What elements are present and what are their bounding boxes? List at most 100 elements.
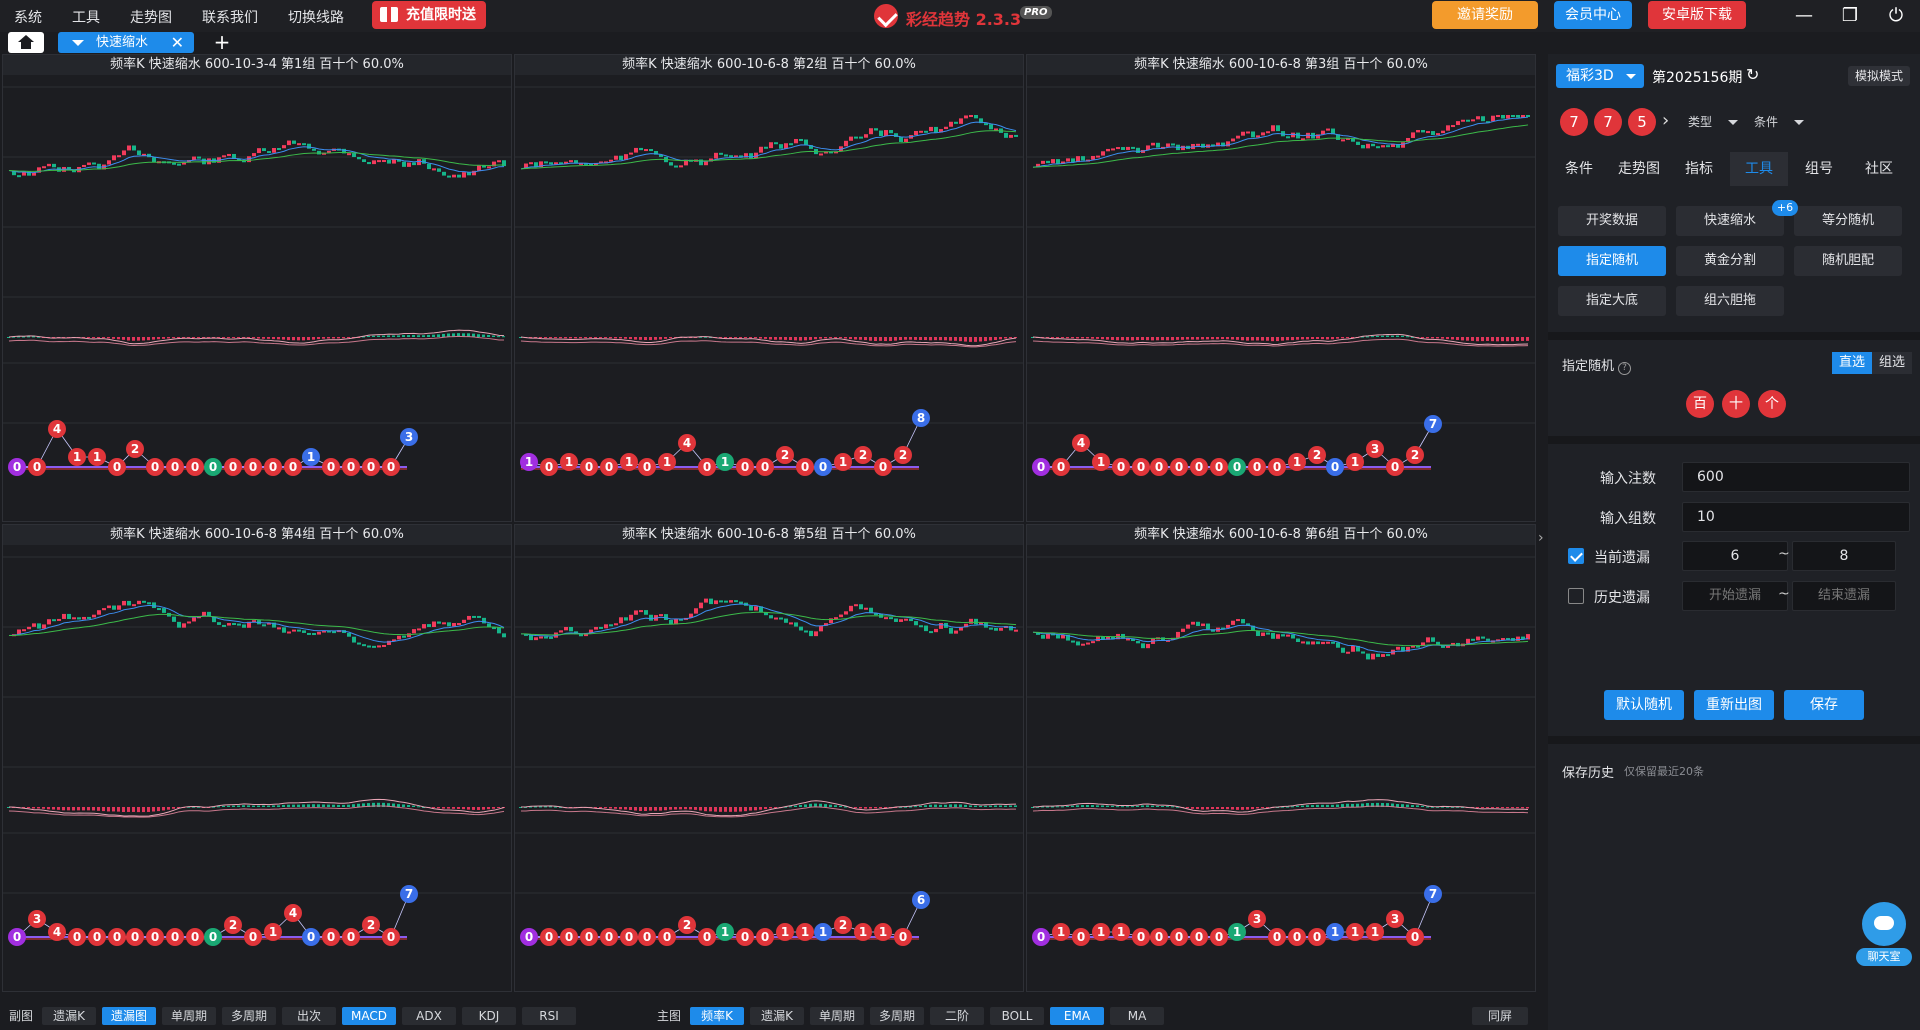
candle bbox=[799, 626, 803, 631]
default-random-button[interactable]: 默认随机 bbox=[1604, 690, 1684, 720]
chart-panel[interactable]: 频率K 快速缩水 600-10-6-8 第4组 百十个 60.0% 0 3 4 0 0 0 0… bbox=[2, 524, 512, 992]
candle bbox=[107, 605, 111, 609]
macd-bar bbox=[1106, 337, 1109, 340]
tab-2[interactable]: 指标 bbox=[1685, 161, 1713, 177]
chart-panel[interactable]: 频率K 快速缩水 600-10-6-8 第3组 百十个 60.0% 0 0 4 1 0 0 0… bbox=[1026, 54, 1536, 522]
macd-bar bbox=[162, 807, 165, 811]
main-chart-option[interactable]: 多周期 bbox=[870, 1007, 924, 1025]
history-missing-to-input[interactable]: 结束遗漏 bbox=[1792, 581, 1896, 611]
tool-button[interactable]: 指定大底 bbox=[1558, 286, 1666, 316]
member-center-button[interactable]: 会员中心 bbox=[1554, 1, 1632, 29]
lottery-select[interactable]: 福彩3D bbox=[1556, 64, 1644, 88]
recharge-promo-button[interactable]: 充值限时送 bbox=[372, 1, 486, 29]
group-select-toggle[interactable]: 组选 bbox=[1872, 352, 1912, 374]
candle bbox=[1496, 115, 1500, 117]
bets-input[interactable]: 600 bbox=[1682, 462, 1910, 492]
current-missing-from-input[interactable]: 6 bbox=[1682, 541, 1788, 571]
main-chart-option[interactable]: 二阶 bbox=[930, 1007, 984, 1025]
current-missing-to-input[interactable]: 8 bbox=[1792, 541, 1896, 571]
sub-chart-option[interactable]: KDJ bbox=[462, 1007, 516, 1025]
save-button[interactable]: 保存 bbox=[1784, 690, 1864, 720]
tool-button[interactable]: 随机胆配 bbox=[1794, 246, 1902, 276]
sub-chart-option[interactable]: MACD bbox=[342, 1007, 396, 1025]
position-tens-button[interactable]: 十 bbox=[1722, 390, 1750, 418]
candle bbox=[744, 153, 748, 158]
history-missing-checkbox[interactable] bbox=[1568, 588, 1584, 604]
position-hundreds-button[interactable]: 百 bbox=[1686, 390, 1714, 418]
current-missing-checkbox[interactable] bbox=[1568, 548, 1584, 564]
main-chart-option[interactable]: BOLL bbox=[990, 1007, 1044, 1025]
chart-panel[interactable]: 频率K 快速缩水 600-10-6-8 第6组 百十个 60.0% 0 1 0 1 1 0 0… bbox=[1026, 524, 1536, 992]
tool-button[interactable]: 开奖数据 bbox=[1558, 206, 1666, 236]
sub-chart-option[interactable]: 遗漏图 bbox=[102, 1007, 156, 1025]
tab-4[interactable]: 组号 bbox=[1805, 161, 1833, 177]
collapse-panel-icon[interactable]: › bbox=[1538, 530, 1544, 546]
type-dropdown[interactable]: 类型 bbox=[1688, 112, 1738, 132]
main-chart-option[interactable]: MA bbox=[1110, 1007, 1164, 1025]
restore-icon[interactable]: ❐ bbox=[1841, 5, 1859, 26]
add-tab-icon[interactable]: + bbox=[213, 30, 231, 54]
tab-3[interactable]: 工具 bbox=[1730, 152, 1788, 186]
miss-ball-label: 1 bbox=[525, 455, 533, 469]
history-missing-from-input[interactable]: 开始遗漏 bbox=[1682, 581, 1788, 611]
macd-bar bbox=[1131, 806, 1134, 808]
tool-button[interactable]: 指定随机 bbox=[1558, 246, 1666, 276]
tab-0[interactable]: 条件 bbox=[1565, 161, 1593, 177]
direct-select-toggle[interactable]: 直选 bbox=[1832, 352, 1872, 374]
main-chart-option[interactable]: 遗漏K bbox=[750, 1007, 804, 1025]
candle bbox=[57, 618, 61, 621]
tool-button[interactable]: 组六胆拖 bbox=[1676, 286, 1784, 316]
menu-system[interactable]: 系统 bbox=[14, 10, 42, 26]
macd-bar bbox=[157, 807, 160, 812]
android-download-button[interactable]: 安卓版下载 bbox=[1648, 1, 1746, 29]
sub-chart-option[interactable]: 遗漏K bbox=[42, 1007, 96, 1025]
chart-panel[interactable]: 频率K 快速缩水 600-10-3-4 第1组 百十个 60.0% 0 0 4 1 1 0 2… bbox=[2, 54, 512, 522]
main-chart-option[interactable]: 单周期 bbox=[810, 1007, 864, 1025]
chat-room-button[interactable]: 聊天室 bbox=[1856, 902, 1912, 972]
tab-quick-shrink[interactable]: 快速缩水 ✕ bbox=[58, 32, 194, 53]
ema-short-line bbox=[520, 121, 1017, 170]
tab-5[interactable]: 社区 bbox=[1865, 161, 1893, 177]
candle bbox=[1226, 141, 1230, 147]
candle bbox=[1246, 131, 1250, 134]
sub-chart-option[interactable]: ADX bbox=[402, 1007, 456, 1025]
help-icon[interactable]: ? bbox=[1618, 362, 1632, 375]
tool-button[interactable]: 黄金分割 bbox=[1676, 246, 1784, 276]
candle bbox=[287, 631, 291, 634]
main-chart-option[interactable]: 频率K bbox=[690, 1007, 744, 1025]
main-chart-option[interactable]: EMA bbox=[1050, 1007, 1104, 1025]
redraw-button[interactable]: 重新出图 bbox=[1694, 690, 1774, 720]
miss-ball-label: 0 bbox=[327, 930, 335, 944]
sub-chart-option[interactable]: 多周期 bbox=[222, 1007, 276, 1025]
chart-panel[interactable]: 频率K 快速缩水 600-10-6-8 第5组 百十个 60.0% 0 0 0 0 0 0 0… bbox=[514, 524, 1024, 992]
power-icon[interactable]: ⏻ bbox=[1888, 5, 1904, 26]
sync-screen-button[interactable]: 同屏 bbox=[1472, 1007, 1528, 1025]
close-icon[interactable]: ✕ bbox=[170, 33, 184, 52]
candle bbox=[549, 162, 553, 165]
menu-trend[interactable]: 走势图 bbox=[130, 10, 172, 26]
miss-ball bbox=[1326, 458, 1344, 476]
home-icon[interactable] bbox=[8, 32, 44, 53]
tab-1[interactable]: 走势图 bbox=[1618, 161, 1660, 177]
macd-bar bbox=[744, 337, 747, 339]
candle bbox=[524, 163, 528, 169]
macd-bar bbox=[472, 333, 475, 337]
sub-chart-option[interactable]: 出次 bbox=[282, 1007, 336, 1025]
tool-button[interactable]: 快速缩水 bbox=[1676, 206, 1784, 236]
menu-tools[interactable]: 工具 bbox=[72, 10, 100, 26]
condition-dropdown[interactable]: 条件 bbox=[1754, 112, 1804, 132]
tool-button[interactable]: 等分随机 bbox=[1794, 206, 1902, 236]
invite-reward-button[interactable]: 邀请奖励 bbox=[1432, 1, 1538, 29]
chart-panel[interactable]: 频率K 快速缩水 600-10-6-8 第2组 百十个 60.0% 1 0 1 0 0 1 0… bbox=[514, 54, 1024, 522]
menu-contact[interactable]: 联系我们 bbox=[202, 10, 258, 26]
sub-chart-option[interactable]: RSI bbox=[522, 1007, 576, 1025]
sub-chart-option[interactable]: 单周期 bbox=[162, 1007, 216, 1025]
minimize-icon[interactable]: — bbox=[1795, 5, 1813, 26]
candle bbox=[934, 628, 938, 633]
chevron-right-icon[interactable]: › bbox=[1662, 110, 1670, 131]
simulate-mode-button[interactable]: 模拟模式 bbox=[1848, 66, 1910, 86]
refresh-icon[interactable]: ↻ bbox=[1746, 65, 1760, 84]
menu-switch-line[interactable]: 切换线路 bbox=[288, 10, 344, 26]
position-units-button[interactable]: 个 bbox=[1758, 390, 1786, 418]
groups-input[interactable]: 10 bbox=[1682, 502, 1910, 532]
